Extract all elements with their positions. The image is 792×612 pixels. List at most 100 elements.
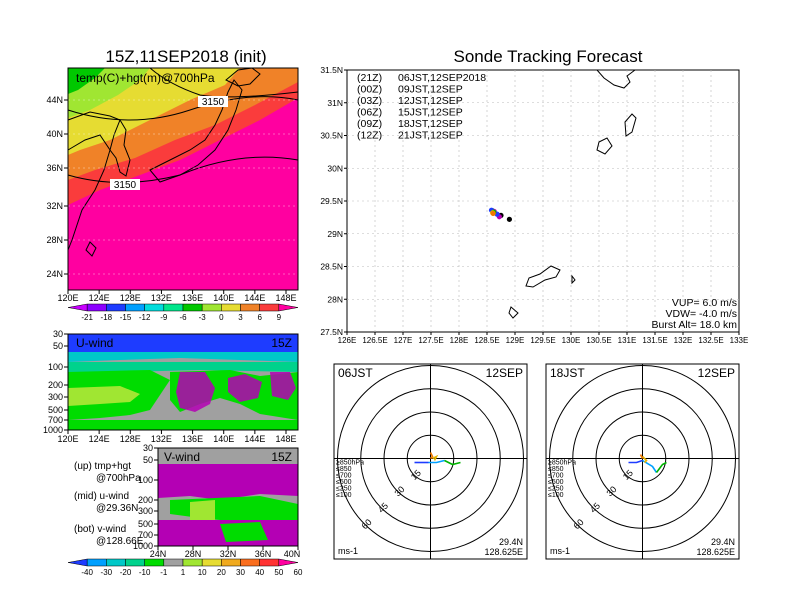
lon-label: 128E xyxy=(120,293,141,303)
level-label: ≤250 xyxy=(548,486,564,493)
v-wind-label: V-wind xyxy=(164,450,200,464)
lat-label: 27.5N xyxy=(320,327,343,337)
lat-label: 30N xyxy=(327,163,343,173)
lon-label: 126E xyxy=(338,336,357,345)
right-title: Sonde Tracking Forecast xyxy=(454,47,643,66)
colorbar-swatch xyxy=(278,303,299,312)
legend-time: 15JST,12SEP xyxy=(398,107,463,119)
colorbar-label: -20 xyxy=(120,568,132,577)
tracking-map-panel: 31.5N 31N 30.5N 30N 29.5N 29N 28.5N 28N 27.5N 12… xyxy=(320,65,748,345)
contour-label: 3150 xyxy=(114,180,137,191)
hodograph-trace xyxy=(641,455,648,464)
lon-label: 129.5E xyxy=(530,336,555,345)
lat-label: 31.5N xyxy=(320,65,343,75)
colorbar-swatch xyxy=(163,558,184,567)
pressure-label: 50 xyxy=(53,341,63,351)
ring-label: 15 xyxy=(621,468,635,482)
lat-label: 24N xyxy=(150,549,167,559)
lat-label: 44N xyxy=(46,95,63,105)
lon-label: 124E xyxy=(89,434,110,444)
colorbar-label: 9 xyxy=(277,313,282,322)
lon-label: 144E xyxy=(244,434,265,444)
colorbar-label: 6 xyxy=(257,313,262,322)
ring-label: 15 xyxy=(409,468,423,482)
lon-label: 140E xyxy=(213,434,234,444)
hodograph-trace xyxy=(444,459,461,466)
panel-notes: (up) tmp+hgt @700hPa (mid) u-wind @29.36… xyxy=(74,461,144,547)
colorbar-swatch xyxy=(278,558,299,567)
hodograph-unit: ms-1 xyxy=(338,546,358,556)
colorbar-swatch xyxy=(182,303,203,312)
pressure-label: 200 xyxy=(138,495,153,505)
lat-label: 28.5N xyxy=(320,262,343,272)
colorbar-label: -40 xyxy=(81,568,93,577)
pressure-label: 1000 xyxy=(133,541,153,551)
lon-label: 126.5E xyxy=(362,336,387,345)
colorbar-label: -15 xyxy=(120,313,132,322)
hodograph-trace xyxy=(432,454,439,461)
colorbar-swatch xyxy=(182,558,203,567)
lat-label: 36N xyxy=(46,163,63,173)
level-label: ≤500 xyxy=(548,479,564,486)
lat-label: 31N xyxy=(327,98,343,108)
lat-label: 24N xyxy=(46,269,63,279)
lon-label: 136E xyxy=(182,434,203,444)
lat-label: 29.5N xyxy=(320,196,343,206)
colorbar-label: -21 xyxy=(81,313,93,322)
level-label: ≤850 xyxy=(548,466,564,473)
level-label: ≤700 xyxy=(336,473,352,480)
lon-label: 132E xyxy=(151,434,172,444)
note-bot-head: (bot) v-wind xyxy=(74,524,126,535)
hodograph-date: 12SEP xyxy=(486,366,523,380)
hodograph-lon: 128.625E xyxy=(484,547,523,557)
colorbar-label: 1 xyxy=(181,568,186,577)
ring-label: 45 xyxy=(376,501,390,515)
colorbar-swatch xyxy=(67,303,88,312)
lon-label: 120E xyxy=(57,293,78,303)
colorbar-label: -10 xyxy=(139,568,151,577)
note-up-head: (up) tmp+hgt xyxy=(74,461,131,472)
colorbar-swatch xyxy=(221,303,241,312)
colorbar-swatch xyxy=(259,558,280,567)
hodograph-trace xyxy=(429,452,434,460)
colorbar-swatch xyxy=(240,558,260,567)
legend-zulu: (00Z) xyxy=(357,84,382,96)
legend-zulu: (06Z) xyxy=(357,107,382,119)
hodograph-lat: 29.4N xyxy=(711,537,735,547)
legend-time: 09JST,12SEP xyxy=(398,84,463,96)
level-label: ≥850hPa xyxy=(548,460,576,467)
colorbar-label: -1 xyxy=(160,568,168,577)
note-up-sub: @700hPa xyxy=(96,473,141,484)
colorbar-swatch xyxy=(259,303,280,312)
ring-label: 45 xyxy=(588,501,602,515)
colorbar-label: -12 xyxy=(139,313,151,322)
lat-label: 32N xyxy=(46,201,63,211)
pressure-label: 300 xyxy=(138,506,153,516)
lon-label: 124E xyxy=(89,293,110,303)
pressure-label: 50 xyxy=(143,455,153,465)
level-label: ≤500 xyxy=(336,479,352,486)
colorbar-swatch xyxy=(144,303,165,312)
lat-label: 28N xyxy=(327,294,343,304)
level-label: ≥850hPa xyxy=(336,460,364,467)
colorbar-swatch xyxy=(144,558,165,567)
pressure-label: 300 xyxy=(48,392,63,402)
tmp-panel-label: temp(C)+hgt(m)@700hPa xyxy=(76,71,215,85)
wind-colorbar: -40 -30 -20 -10 -1 1 10 20 30 40 50 60 xyxy=(67,558,303,577)
legend-time: 12JST,12SEP xyxy=(398,95,463,107)
ring-label: 60 xyxy=(572,517,586,531)
level-label: ≤700 xyxy=(548,473,564,480)
lon-label: 140E xyxy=(213,293,234,303)
lat-label: 32N xyxy=(220,549,237,559)
colorbar-swatch xyxy=(106,558,126,567)
colorbar-swatch xyxy=(221,558,241,567)
legend-time: 06JST,12SEP2018 xyxy=(398,72,486,84)
lon-label: 132.5E xyxy=(698,336,723,345)
pressure-label: 30 xyxy=(53,329,63,339)
colorbar-label: 30 xyxy=(236,568,245,577)
colorbar-label: 40 xyxy=(255,568,264,577)
